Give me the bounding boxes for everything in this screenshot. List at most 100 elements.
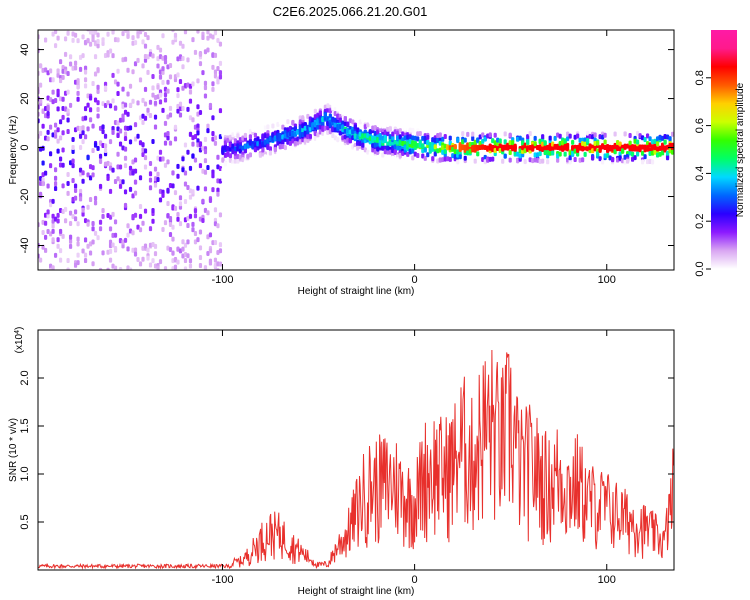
- spectrogram-cell: [533, 152, 537, 158]
- spectrogram-cell: [111, 53, 115, 59]
- spectrogram-cell: [358, 119, 362, 125]
- spectrogram-cell: [201, 168, 205, 174]
- spectrogram-cell: [206, 30, 210, 35]
- spectrogram-cell: [630, 156, 635, 162]
- spectrogram-cell: [168, 221, 173, 227]
- spectrogram-cell: [143, 31, 148, 37]
- spectrogram-cell: [206, 210, 210, 216]
- spectrogram-cell: [408, 148, 412, 154]
- spectrogram-cell: [431, 137, 435, 143]
- spectrogram-cell: [138, 77, 143, 83]
- spectrogram-cell: [326, 103, 330, 109]
- spectrogram-cell: [548, 143, 552, 149]
- spectrogram-cell: [573, 157, 577, 162]
- spectrogram-cell: [298, 125, 302, 131]
- spectrogram-cell: [198, 229, 203, 235]
- spectrogram-cell: [136, 16, 139, 21]
- spectrogram-cell: [194, 275, 197, 280]
- spectrogram-cell: [213, 239, 218, 245]
- spectrogram-cell: [156, 155, 160, 161]
- spectrogram-cell: [143, 54, 148, 60]
- spectrogram-cell: [266, 105, 270, 111]
- spectrogram-cell: [246, 125, 250, 131]
- spectrogram-cell: [73, 187, 78, 193]
- spectrogram-cell: [466, 150, 470, 156]
- spectrogram-cell: [103, 148, 108, 154]
- spectrogram-cell: [84, 271, 87, 276]
- spectrogram-cell: [86, 155, 90, 161]
- spectrogram-cell: [303, 105, 307, 111]
- spectrogram-cell: [473, 158, 477, 164]
- spectrogram-cell: [383, 149, 387, 155]
- colorbar-tick-label: 0.8: [694, 70, 706, 85]
- spectrogram-cell: [228, 175, 233, 181]
- spectrogram-cell: [348, 138, 352, 144]
- spectrogram-cell: [640, 144, 645, 150]
- spectrogram-cell: [206, 276, 209, 281]
- spectrogram-cell: [658, 135, 662, 141]
- spectrogram-cell: [308, 122, 312, 128]
- spectrogram-cell: [161, 293, 164, 298]
- spectrogram-cell: [348, 147, 352, 153]
- spectrogram-cell: [201, 11, 204, 16]
- spectrogram-cell: [268, 117, 273, 123]
- spectrogram-cell: [69, 299, 72, 304]
- spectrogram-cell: [88, 95, 93, 101]
- spectrogram-cell: [108, 214, 113, 220]
- spectrogram-cell: [151, 258, 155, 264]
- spectrogram-cell: [378, 141, 382, 147]
- spectrogram-cell: [71, 148, 75, 154]
- spectrogram-cell: [323, 125, 327, 131]
- spectrogram-cell: [256, 109, 260, 115]
- spectrogram-cell: [293, 126, 297, 132]
- spectrogram-cell: [91, 165, 95, 171]
- spectrogram-cell: [473, 146, 477, 152]
- spectrogram-cell: [129, 275, 132, 280]
- spectrogram-cell: [263, 133, 268, 139]
- spectrogram-cell: [196, 30, 200, 34]
- spectrogram-cell: [101, 124, 105, 130]
- spectrogram-cell: [181, 239, 185, 245]
- spectrogram-cell: [268, 160, 273, 166]
- spectrogram-cell: [114, 278, 117, 283]
- spectrogram-cell: [296, 136, 300, 142]
- spectrogram-cell: [153, 263, 158, 269]
- spectrogram-cell: [421, 135, 425, 141]
- spectrogram-cell: [233, 129, 238, 135]
- spectrogram-cell: [51, 237, 55, 243]
- spectrogram-cell: [206, 35, 210, 41]
- spectrogram-cell: [401, 157, 405, 163]
- spectrogram-cell: [93, 200, 98, 206]
- spectrogram-cell: [143, 43, 148, 49]
- spectrogram-cell: [556, 157, 560, 163]
- spectrogram-cell: [188, 213, 193, 219]
- spectrogram-cell: [308, 116, 312, 122]
- spectrogram-cell: [126, 265, 130, 270]
- spectrogram-cell: [206, 6, 209, 11]
- spectrogram-cell: [188, 131, 193, 137]
- spectrogram-cell: [166, 88, 170, 94]
- spectrogram-cell: [186, 12, 189, 17]
- spectrogram-cell: [176, 216, 180, 222]
- spectrogram-cell: [443, 143, 447, 149]
- spectrogram-cell: [73, 183, 78, 189]
- spectrogram-cell: [86, 102, 90, 108]
- spectrogram-cell: [616, 144, 620, 150]
- spectrogram-cell: [131, 23, 134, 28]
- spectrogram-cell: [106, 52, 110, 58]
- spectrogram-cell: [216, 223, 220, 229]
- spectrogram-cell: [333, 117, 337, 123]
- spectrogram-cell: [283, 172, 287, 178]
- spectrogram-cell: [56, 148, 60, 154]
- spectrogram-cell: [38, 175, 43, 181]
- spectrogram-cell: [476, 137, 480, 143]
- spectrogram-cell: [361, 142, 365, 148]
- spectrogram-cell: [403, 135, 407, 141]
- spectrogram-cell: [139, 293, 142, 298]
- spectrogram-cell: [496, 137, 500, 143]
- spectrogram-cell: [83, 65, 88, 71]
- spectrogram-cell: [645, 140, 650, 146]
- spectrogram-cell: [386, 163, 390, 169]
- spectrogram-cell: [331, 116, 335, 122]
